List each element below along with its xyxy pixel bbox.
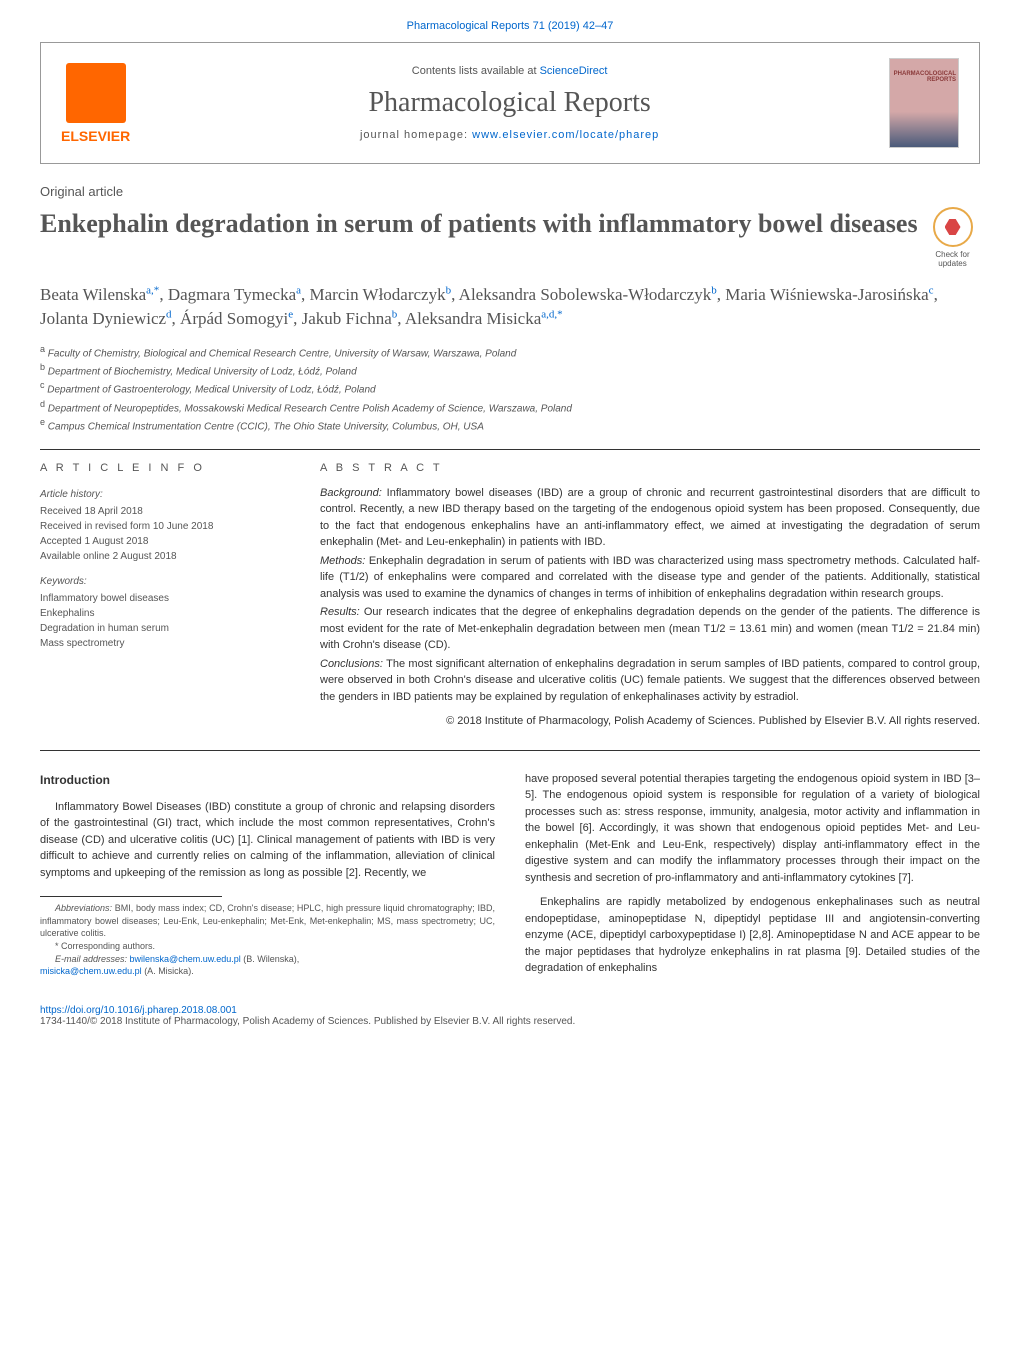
header-center: Contents lists available at ScienceDirec… — [130, 65, 889, 141]
right-column: have proposed several potential therapie… — [525, 771, 980, 985]
elsevier-tree-icon — [66, 63, 126, 123]
article-info: A R T I C L E I N F O Article history: R… — [40, 460, 290, 730]
abstract: A B S T R A C T Background: Inflammatory… — [320, 460, 980, 730]
email-1-name: (B. Wilenska), — [241, 954, 300, 964]
article-title: Enkephalin degradation in serum of patie… — [40, 207, 925, 241]
authors: Beata Wilenskaa,*, Dagmara Tymeckaa, Mar… — [40, 283, 980, 331]
contents-text: Contents lists available at — [412, 65, 540, 77]
footer: https://doi.org/10.1016/j.pharep.2018.08… — [40, 1005, 980, 1027]
journal-title: Pharmacological Reports — [130, 87, 889, 119]
article-type: Original article — [40, 184, 980, 199]
results-text: Our research indicates that the degree o… — [320, 606, 980, 651]
email-2[interactable]: misicka@chem.uw.edu.pl — [40, 966, 142, 976]
footnote-divider — [40, 896, 222, 897]
footnotes: Abbreviations: BMI, body mass index; CD,… — [40, 902, 495, 978]
cover-thumb-label: PHARMACOLOGICAL REPORTS — [892, 71, 956, 83]
methods-label: Methods: — [320, 555, 365, 567]
conclusions-label: Conclusions: — [320, 658, 383, 670]
intro-paragraph-1: Inflammatory Bowel Diseases (IBD) consti… — [40, 799, 495, 882]
abstract-copyright: © 2018 Institute of Pharmacology, Polish… — [320, 713, 980, 730]
background-text: Inflammatory bowel diseases (IBD) are a … — [320, 487, 980, 549]
corresponding: * Corresponding authors. — [40, 940, 495, 953]
journal-cover-thumb: PHARMACOLOGICAL REPORTS — [889, 58, 959, 148]
check-updates-label: Check for updates — [935, 250, 969, 268]
email-1[interactable]: bwilenska@chem.uw.edu.pl — [130, 954, 241, 964]
methods-text: Enkephalin degradation in serum of patie… — [320, 555, 980, 600]
abbreviations: Abbreviations: BMI, body mass index; CD,… — [40, 902, 495, 940]
issn-copyright: 1734-1140/© 2018 Institute of Pharmacolo… — [40, 1016, 575, 1027]
abbrev-label: Abbreviations: — [55, 903, 112, 913]
abstract-heading: A B S T R A C T — [320, 460, 980, 477]
abstract-methods: Methods: Enkephalin degradation in serum… — [320, 553, 980, 603]
background-label: Background: — [320, 487, 382, 499]
sciencedirect-link[interactable]: ScienceDirect — [540, 65, 608, 77]
intro-paragraph-2: have proposed several potential therapie… — [525, 771, 980, 887]
title-row: Enkephalin degradation in serum of patie… — [40, 207, 980, 268]
introduction-heading: Introduction — [40, 771, 495, 789]
email-label: E-mail addresses: — [55, 954, 130, 964]
keywords-label: Keywords: — [40, 574, 290, 589]
divider — [40, 449, 980, 450]
journal-reference: Pharmacological Reports 71 (2019) 42–47 — [40, 20, 980, 32]
elsevier-logo: ELSEVIER — [61, 63, 130, 144]
results-label: Results: — [320, 606, 360, 618]
article-info-heading: A R T I C L E I N F O — [40, 460, 290, 477]
contents-list: Contents lists available at ScienceDirec… — [130, 65, 889, 77]
abstract-conclusions: Conclusions: The most significant altern… — [320, 656, 980, 706]
check-updates-icon — [933, 207, 973, 247]
homepage-label: journal homepage: — [360, 129, 472, 141]
intro-paragraph-3: Enkephalins are rapidly metabolized by e… — [525, 894, 980, 977]
elsevier-text: ELSEVIER — [61, 128, 130, 144]
email-2-name: (A. Misicka). — [142, 966, 194, 976]
check-updates-badge[interactable]: Check for updates — [925, 207, 980, 268]
emails: E-mail addresses: bwilenska@chem.uw.edu.… — [40, 953, 495, 978]
info-abstract-row: A R T I C L E I N F O Article history: R… — [40, 460, 980, 730]
affiliations: a Faculty of Chemistry, Biological and C… — [40, 343, 980, 435]
abstract-results: Results: Our research indicates that the… — [320, 604, 980, 654]
left-column: Introduction Inflammatory Bowel Diseases… — [40, 771, 495, 985]
journal-homepage: journal homepage: www.elsevier.com/locat… — [130, 129, 889, 141]
header-box: ELSEVIER Contents lists available at Sci… — [40, 42, 980, 164]
divider — [40, 750, 980, 751]
conclusions-text: The most significant alternation of enke… — [320, 658, 980, 703]
body-columns: Introduction Inflammatory Bowel Diseases… — [40, 771, 980, 985]
abstract-background: Background: Inflammatory bowel diseases … — [320, 485, 980, 551]
homepage-link[interactable]: www.elsevier.com/locate/pharep — [472, 129, 659, 141]
history-list: Received 18 April 2018Received in revise… — [40, 504, 290, 564]
journal-ref-link[interactable]: Pharmacological Reports 71 (2019) 42–47 — [407, 20, 614, 32]
history-label: Article history: — [40, 487, 290, 502]
keywords-list: Inflammatory bowel diseasesEnkephalinsDe… — [40, 591, 290, 651]
doi-link[interactable]: https://doi.org/10.1016/j.pharep.2018.08… — [40, 1005, 237, 1016]
